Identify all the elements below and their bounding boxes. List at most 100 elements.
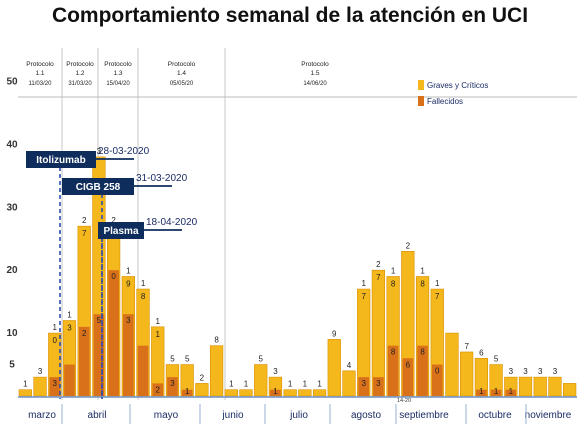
bar-graves (254, 364, 268, 397)
data-label-graves: 1 (317, 380, 322, 389)
bar-fallecidos (476, 389, 487, 396)
data-label-fallecidos: 6 (406, 360, 411, 369)
event-label: CIGB 258 (76, 182, 121, 193)
data-label-inner: 0 (53, 336, 58, 345)
data-label-graves: 5 (258, 355, 263, 364)
bar-graves (195, 383, 209, 397)
data-label-graves: 1 (391, 266, 396, 275)
legend-label: Fallecidos (427, 97, 463, 106)
protocol-version: 1.5 (310, 70, 319, 77)
data-label-inner: 8 (391, 279, 396, 288)
bar-graves (283, 389, 297, 397)
month-label: junio (221, 410, 244, 421)
bar-fallecidos (490, 389, 502, 396)
data-label-graves: 3 (97, 147, 102, 156)
month-label: marzo (28, 410, 56, 421)
bar-graves (518, 376, 533, 397)
data-label-graves: 5 (494, 355, 499, 364)
data-label-fallecidos: 1 (479, 387, 484, 396)
data-label-graves: 1 (435, 279, 440, 288)
bar-graves (18, 389, 32, 397)
bar-graves (224, 389, 238, 397)
data-label-graves: 2 (376, 260, 381, 269)
data-label-fallecidos: 8 (420, 348, 425, 357)
bar-fallecidos (270, 389, 281, 396)
bar-fallecidos (123, 314, 134, 396)
data-label-graves: 1 (53, 323, 58, 332)
chart-title: Comportamiento semanal de la atención en… (51, 4, 529, 27)
data-label-graves: 2 (111, 216, 116, 225)
data-label-fallecidos: 1 (494, 387, 499, 396)
data-label-graves: 2 (200, 373, 205, 382)
data-label-fallecidos: 3 (126, 316, 131, 325)
protocol-date: 11/03/20 (29, 81, 53, 87)
data-label-fallecidos: 3 (361, 379, 366, 388)
bar-fallecidos (93, 314, 105, 396)
data-label-graves: 1 (141, 279, 146, 288)
event-box (26, 151, 96, 168)
bar-graves (533, 376, 547, 397)
protocol-name: Protocolo (104, 61, 132, 68)
data-label-graves: 1 (126, 266, 131, 275)
data-label-graves: 8 (214, 336, 219, 345)
y-tick-label: 50 (6, 76, 18, 87)
data-label-fallecidos: 0 (111, 272, 116, 281)
data-label-fallecidos: 1 (185, 387, 190, 396)
data-label-graves: 2 (82, 216, 87, 225)
data-label-graves: 1 (303, 380, 308, 389)
event-label: Itolizumab (36, 155, 85, 166)
month-label: noviembre (525, 410, 572, 421)
bar-graves (239, 389, 253, 397)
data-label-inner: 1 (156, 330, 161, 339)
data-label-fallecidos: 1 (509, 387, 514, 396)
data-label-fallecidos: 1 (273, 387, 278, 396)
bar-fallecidos (387, 345, 399, 396)
data-label-inner: 7 (82, 229, 87, 238)
bar-graves (563, 383, 577, 397)
data-label-graves: 3 (273, 367, 278, 376)
data-label-graves: 3 (538, 367, 543, 376)
data-label-graves: 4 (347, 361, 352, 370)
data-label-graves: 3 (553, 367, 558, 376)
bar-fallecidos (78, 326, 90, 396)
data-label-inner: 9 (126, 279, 131, 288)
data-label-graves: 9 (332, 329, 337, 338)
data-label-graves: 6 (479, 348, 484, 357)
month-label: septiembre (399, 410, 449, 421)
month-label: agosto (351, 410, 381, 421)
data-label-inner: 3 (67, 324, 72, 333)
protocol-date: 05/05/20 (170, 81, 194, 87)
bar-graves (298, 389, 312, 397)
data-label-inner: 8 (141, 292, 146, 301)
bar-fallecidos (64, 364, 75, 396)
data-label-graves: 5 (185, 355, 190, 364)
data-label-graves: 3 (523, 367, 528, 376)
data-label-inner: 7 (361, 292, 366, 301)
bar-fallecidos (108, 270, 119, 396)
event-date: 31-03-2020 (136, 173, 188, 184)
legend-swatch (418, 96, 424, 106)
legend-label: Graves y Críticos (427, 81, 488, 90)
bar-fallecidos (49, 377, 61, 396)
bar-graves (312, 389, 327, 397)
data-label-inner: 7 (376, 273, 381, 282)
data-label-fallecidos: 3 (376, 379, 381, 388)
bar-fallecidos (137, 345, 149, 396)
event-label: Plasma (103, 226, 138, 237)
legend-swatch (418, 80, 424, 90)
protocol-version: 1.4 (177, 70, 186, 77)
bar-fallecidos (373, 377, 384, 396)
bar-graves (548, 376, 562, 397)
protocol-date: 14/06/20 (303, 81, 327, 87)
bar-graves (342, 370, 356, 397)
data-label-graves: 1 (420, 266, 425, 275)
data-label-graves: 5 (170, 355, 175, 364)
bar-graves (327, 339, 341, 397)
bar-fallecidos (181, 389, 193, 396)
event-box (98, 222, 144, 239)
data-label-fallecidos: 3 (53, 379, 58, 388)
bar-fallecidos (167, 377, 178, 396)
bar-fallecidos (402, 358, 414, 396)
protocol-version: 1.2 (75, 70, 84, 77)
